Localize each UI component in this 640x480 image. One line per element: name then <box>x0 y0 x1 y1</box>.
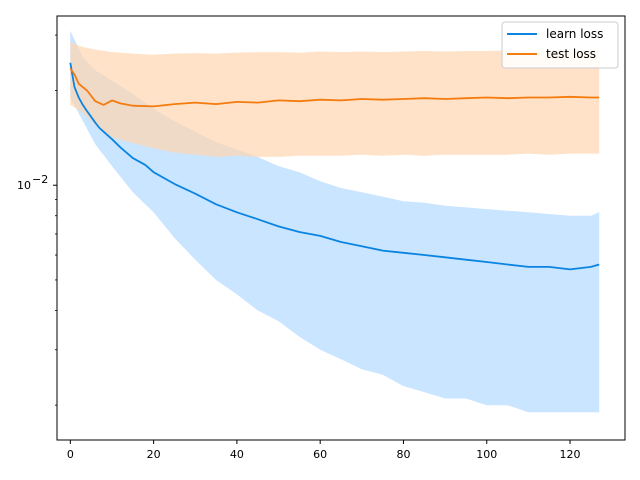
legend-label-1: test loss <box>546 47 596 61</box>
x-tick-label: 40 <box>230 448 244 461</box>
plot-frame <box>56 15 626 441</box>
line-series-1 <box>69 67 600 108</box>
y-axis-ticks: 10 −2 <box>17 34 57 406</box>
series-lines <box>69 62 600 271</box>
x-tick-label: 60 <box>313 448 327 461</box>
confidence-bands <box>70 30 600 413</box>
x-axis-ticks: 0 20 40 60 80 100 120 <box>67 440 581 461</box>
x-tick-label: 120 <box>560 448 581 461</box>
legend: learn loss test loss <box>501 21 619 69</box>
legend-label-0: learn loss <box>546 27 603 41</box>
x-tick-label: 100 <box>476 448 497 461</box>
y-tick-exponent: −2 <box>32 173 48 186</box>
band-series-0 <box>70 30 600 413</box>
x-tick-label: 0 <box>67 448 74 461</box>
x-tick-label: 20 <box>147 448 161 461</box>
y-tick-label: 10 <box>17 179 31 192</box>
line-series-0 <box>69 62 600 271</box>
x-tick-label: 80 <box>396 448 410 461</box>
